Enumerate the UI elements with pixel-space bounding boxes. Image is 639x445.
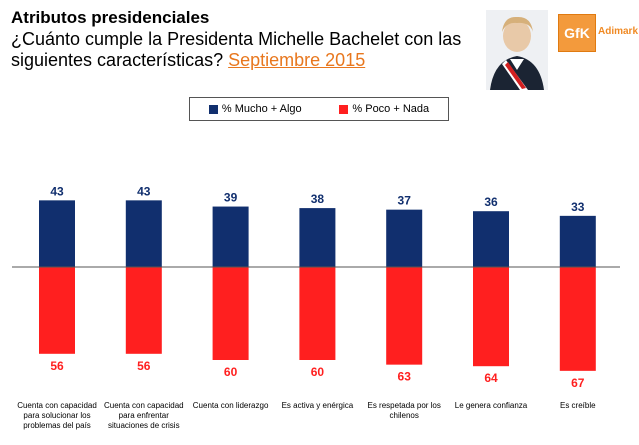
category-label-line: situaciones de crisis (108, 421, 180, 430)
category-label-line: Es creíble (560, 401, 596, 410)
bar-positive (386, 209, 423, 267)
data-label-negative: 56 (50, 359, 64, 373)
category-label-line: problemas del país (23, 421, 91, 430)
category-label-line: Cuenta con liderazgo (193, 401, 269, 410)
gfk-logo-mark: GfK (558, 14, 596, 52)
data-label-positive: 33 (571, 200, 585, 214)
data-label-positive: 36 (484, 195, 498, 209)
bar-negative (386, 267, 423, 365)
category-label: Cuenta con liderazgo (193, 401, 269, 410)
category-label-line: para enfrentar (119, 411, 170, 420)
data-label-negative: 64 (484, 371, 498, 385)
data-label-positive: 38 (311, 192, 325, 206)
category-label-line: Es activa y enérgica (282, 401, 354, 410)
category-label: Cuenta con capacidad para solucionar los p… (17, 401, 97, 430)
category-label-line: Cuenta con capacidad (104, 401, 184, 410)
category-label-line: Le genera confianza (455, 401, 528, 410)
category-label: Le genera confianza (455, 401, 528, 410)
category-label-line: Es respetada por los (368, 401, 441, 410)
gfk-adimark-logo: GfK Adimark (558, 14, 639, 54)
bar-negative (559, 267, 596, 371)
data-label-negative: 56 (137, 359, 151, 373)
legend-item-negative: % Poco + Nada (339, 103, 429, 115)
survey-date: Septiembre 2015 (228, 50, 366, 70)
category-label-line: chilenos (390, 411, 419, 420)
data-label-positive: 39 (224, 191, 238, 205)
bar-negative (473, 267, 509, 367)
legend-label-negative: % Poco + Nada (352, 103, 430, 115)
data-label-positive: 43 (50, 184, 64, 198)
question-text: ¿Cuánto cumple la Presidenta Michelle Ba… (11, 29, 462, 70)
bar-positive (212, 206, 249, 267)
president-portrait (486, 10, 548, 90)
data-label-negative: 63 (398, 370, 412, 384)
category-label: Cuenta con capacidad para enfrentar situac… (104, 401, 184, 430)
portrait-image (486, 10, 548, 90)
chart-title: Atributos presidenciales (11, 8, 210, 27)
data-label-negative: 60 (224, 365, 238, 379)
category-label: Es activa y enérgica (282, 401, 354, 410)
bar-positive (473, 211, 509, 267)
bar-positive (39, 200, 75, 267)
legend-label-positive: % Mucho + Algo (221, 103, 302, 115)
data-label-negative: 67 (571, 376, 585, 390)
legend-swatch-positive (208, 104, 218, 114)
data-label-positive: 43 (137, 184, 151, 198)
category-label: Es creíble (560, 401, 596, 410)
data-label-positive: 37 (398, 194, 412, 208)
adimark-logo-text: Adimark (598, 26, 639, 37)
bar-negative (212, 267, 249, 360)
bar-negative (125, 267, 162, 354)
legend-item-positive: % Mucho + Algo (208, 103, 302, 115)
chart-legend: % Mucho + Algo % Poco + Nada (189, 97, 449, 121)
bar-negative (39, 267, 75, 354)
category-label: Es respetada por los chilenos (368, 401, 441, 420)
chart-subtitle: ¿Cuánto cumple la Presidenta Michelle Ba… (11, 29, 471, 71)
category-label-line: Cuenta con capacidad (17, 401, 97, 410)
bar-negative (299, 267, 336, 360)
bar-positive (125, 200, 162, 267)
data-label-negative: 60 (311, 365, 325, 379)
bar-positive (299, 208, 336, 267)
category-label-line: para solucionar los (23, 411, 90, 420)
legend-swatch-negative (339, 104, 349, 114)
bar-positive (559, 215, 596, 267)
